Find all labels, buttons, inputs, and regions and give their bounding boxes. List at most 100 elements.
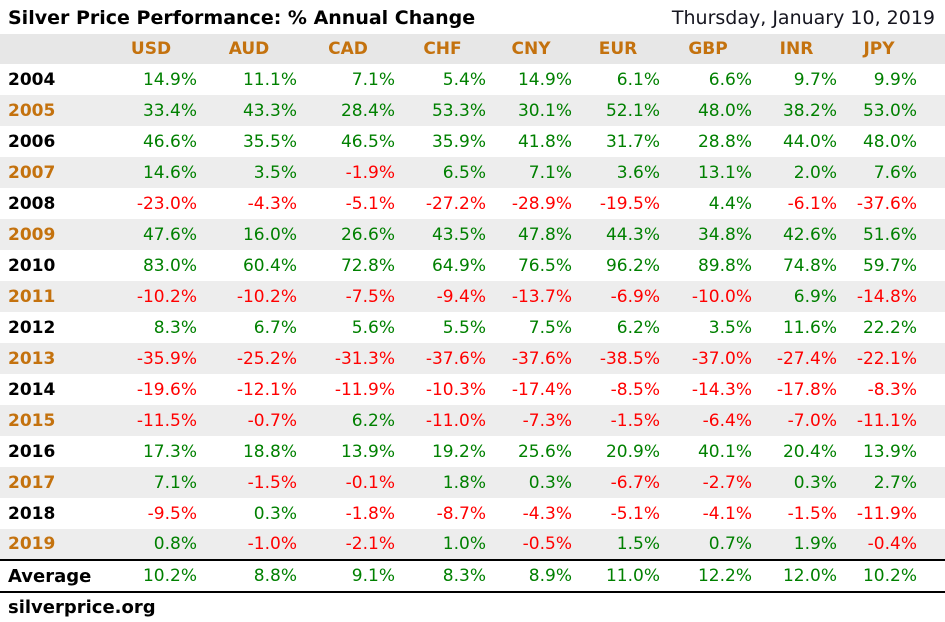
table-row-2009: 2009 47.6% 16.0% 26.6% 43.5% 47.8% 44.3% 34.8% 4… — [0, 219, 945, 250]
value-cell: 96.2% — [605, 255, 660, 276]
value-cell: 14.9% — [517, 69, 572, 90]
value-cell: 5.6% — [351, 317, 395, 338]
value-cell: -28.9% — [511, 193, 572, 214]
row-year-label: 2009 — [8, 224, 56, 245]
site-name: silverprice.org — [8, 597, 156, 618]
column-header-eur: EUR — [576, 34, 664, 64]
value-cell: -4.3% — [522, 503, 572, 524]
row-year-label: 2004 — [8, 69, 56, 90]
value-cell: 72.8% — [340, 255, 395, 276]
value-cell: -7.3% — [522, 410, 572, 431]
value-cell: -6.9% — [610, 286, 660, 307]
value-cell: -6.4% — [702, 410, 752, 431]
table-row-2014: 2014 -19.6% -12.1% -11.9% -10.3% -17.4% -8.5% -… — [0, 374, 945, 405]
value-cell: 43.3% — [242, 100, 297, 121]
value-cell: 11.1% — [242, 69, 297, 90]
value-cell: -11.9% — [334, 379, 395, 400]
table-body: 2004 14.9% 11.1% 7.1% 5.4% 14.9% 6.1% 6.6% 9.7% 9… — [0, 64, 945, 593]
value-cell: -17.4% — [511, 379, 572, 400]
value-cell: 25.6% — [517, 441, 572, 462]
value-cell: -5.1% — [345, 193, 395, 214]
value-cell: 13.9% — [862, 441, 917, 462]
value-cell: -0.1% — [345, 472, 395, 493]
table-row-2007: 2007 14.6% 3.5% -1.9% 6.5% 7.1% 3.6% 13.1% 2.0% 7… — [0, 157, 945, 188]
value-cell: -10.2% — [236, 286, 297, 307]
value-cell: -11.0% — [425, 410, 486, 431]
value-cell: -1.5% — [787, 503, 837, 524]
value-cell: -6.7% — [610, 472, 660, 493]
value-cell: 11.0% — [576, 559, 664, 593]
row-year-label: 2011 — [8, 286, 56, 307]
row-year-label: 2012 — [8, 317, 56, 338]
row-year-label: 2006 — [8, 131, 56, 152]
value-cell: 0.7% — [708, 534, 752, 554]
value-cell: 16.0% — [242, 224, 297, 245]
row-year-label: 2014 — [8, 379, 56, 400]
value-cell: 9.9% — [873, 69, 917, 90]
value-cell: 8.8% — [201, 559, 301, 593]
value-cell: -25.2% — [236, 348, 297, 369]
value-cell: 6.6% — [708, 69, 752, 90]
value-cell: 6.7% — [253, 317, 297, 338]
value-cell: 14.6% — [142, 162, 197, 183]
value-cell: 33.4% — [142, 100, 197, 121]
table-row-2018: 2018 -9.5% 0.3% -1.8% -8.7% -4.3% -5.1% -4.1% -1… — [0, 498, 945, 529]
value-cell: 12.0% — [756, 559, 841, 593]
page-title: Silver Price Performance: % Annual Chang… — [8, 7, 476, 29]
value-cell: 38.2% — [782, 100, 837, 121]
value-cell: 41.8% — [517, 131, 572, 152]
value-cell: 6.9% — [793, 286, 837, 307]
value-cell: -2.1% — [345, 534, 395, 554]
value-cell: 8.3% — [153, 317, 197, 338]
annual-change-table: USD AUD CAD CHF CNY EUR GBP INR JPY 2004 14.9% 11.… — [0, 34, 945, 593]
table-row-2004: 2004 14.9% 11.1% 7.1% 5.4% 14.9% 6.1% 6.6% 9.7% 9… — [0, 64, 945, 95]
footer-bar: silverprice.org — [0, 593, 945, 622]
value-cell: 64.9% — [431, 255, 486, 276]
value-cell: 5.4% — [442, 69, 486, 90]
value-cell: 22.2% — [862, 317, 917, 338]
column-header-cad: CAD — [301, 34, 399, 64]
column-header-row: USD AUD CAD CHF CNY EUR GBP INR JPY — [0, 34, 945, 64]
value-cell: 11.6% — [782, 317, 837, 338]
value-cell: 35.5% — [242, 131, 297, 152]
value-cell: 3.5% — [708, 317, 752, 338]
row-year-label: 2007 — [8, 162, 56, 183]
value-cell: -1.5% — [247, 472, 297, 493]
value-cell: 28.8% — [697, 131, 752, 152]
table-row-2016: 2016 17.3% 18.8% 13.9% 19.2% 25.6% 20.9% 40.1% 2… — [0, 436, 945, 467]
value-cell: -4.1% — [702, 503, 752, 524]
value-cell: 3.6% — [616, 162, 660, 183]
value-cell: 46.6% — [142, 131, 197, 152]
value-cell: -35.9% — [136, 348, 197, 369]
value-cell: 7.1% — [351, 69, 395, 90]
value-cell: 48.0% — [697, 100, 752, 121]
value-cell: 46.5% — [340, 131, 395, 152]
value-cell: 3.5% — [253, 162, 297, 183]
value-cell: -0.5% — [522, 534, 572, 554]
value-cell: 76.5% — [517, 255, 572, 276]
row-year-label: 2018 — [8, 503, 56, 524]
value-cell: 28.4% — [340, 100, 395, 121]
value-cell: 44.3% — [605, 224, 660, 245]
value-cell: 2.7% — [873, 472, 917, 493]
value-cell: 42.6% — [782, 224, 837, 245]
value-cell: -17.8% — [776, 379, 837, 400]
column-header-usd: USD — [105, 34, 201, 64]
value-cell: 6.5% — [442, 162, 486, 183]
value-cell: -2.7% — [702, 472, 752, 493]
value-cell: -0.4% — [867, 534, 917, 554]
table-row-2015: 2015 -11.5% -0.7% 6.2% -11.0% -7.3% -1.5% -6.4%… — [0, 405, 945, 436]
value-cell: 53.3% — [431, 100, 486, 121]
value-cell: -1.0% — [247, 534, 297, 554]
column-header-inr: INR — [756, 34, 841, 64]
value-cell: 89.8% — [697, 255, 752, 276]
value-cell: 59.7% — [862, 255, 917, 276]
value-cell: 8.9% — [490, 559, 576, 593]
table-row-2006: 2006 46.6% 35.5% 46.5% 35.9% 41.8% 31.7% 28.8% 4… — [0, 126, 945, 157]
column-header-aud: AUD — [201, 34, 301, 64]
value-cell: 44.0% — [782, 131, 837, 152]
value-cell: 34.8% — [697, 224, 752, 245]
value-cell: 10.2% — [105, 559, 201, 593]
column-header-gbp: GBP — [664, 34, 756, 64]
table-row-2012: 2012 8.3% 6.7% 5.6% 5.5% 7.5% 6.2% 3.5% 11.6% 22.… — [0, 312, 945, 343]
